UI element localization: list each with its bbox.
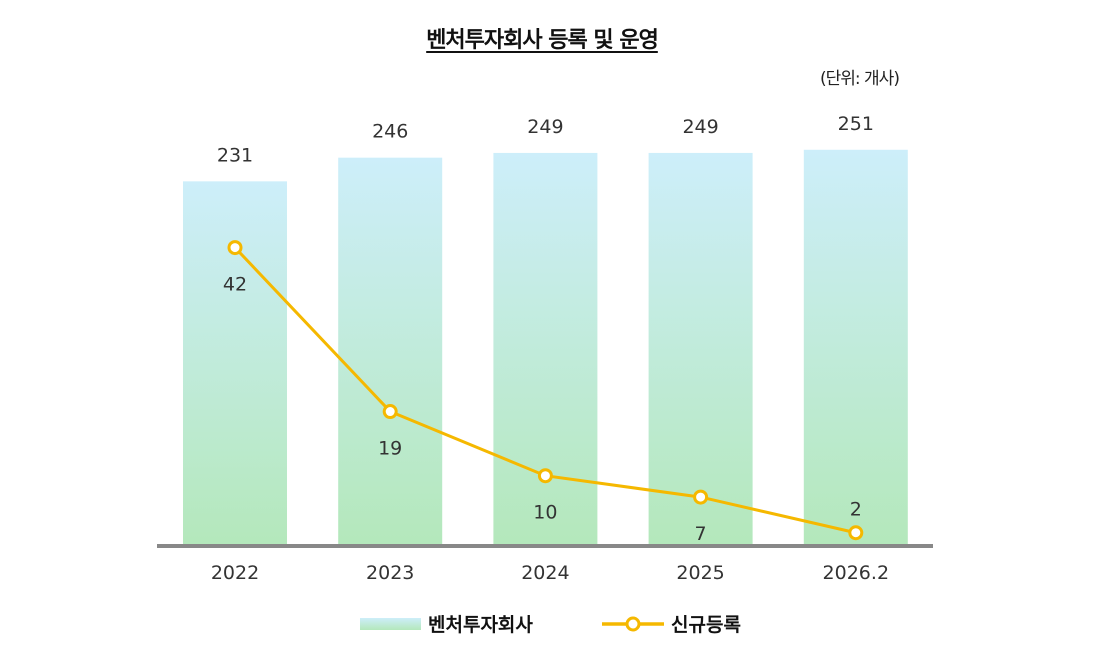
legend-label-line: 신규등록 [671, 614, 741, 636]
line-value-label: 2 [850, 499, 862, 521]
legend-label-bar: 벤처투자회사 [428, 614, 533, 636]
legend: 벤처투자회사 신규등록 [360, 614, 741, 636]
unit-label: (단위: 개사) [820, 69, 900, 89]
bar-value-label: 249 [527, 116, 563, 138]
bar [183, 181, 287, 546]
bar-value-label: 246 [372, 121, 408, 143]
line-point [848, 525, 864, 541]
bar [803, 149, 908, 546]
bar [338, 157, 443, 546]
legend-marker-line [625, 616, 641, 632]
x-tick-label: 2022 [211, 562, 259, 584]
line-value-label: 19 [378, 438, 402, 460]
legend-swatch-bar [360, 618, 421, 630]
bar-value-label: 251 [838, 113, 874, 135]
line-point [693, 489, 709, 505]
line-value-label: 7 [695, 523, 707, 545]
line-value-label: 10 [533, 502, 557, 524]
line-point [227, 240, 243, 256]
chart-title: 벤처투자회사 등록 및 운영 [426, 28, 659, 53]
line-value-label: 42 [223, 274, 247, 296]
line-point [537, 468, 553, 484]
x-tick-label: 2024 [521, 562, 569, 584]
bar [493, 152, 598, 546]
x-tick-label: 2023 [366, 562, 414, 584]
bar-value-label: 249 [682, 116, 718, 138]
x-tick-label: 2026.2 [823, 562, 889, 584]
line-point [382, 404, 398, 420]
bar [648, 152, 753, 546]
bar-value-label: 231 [217, 144, 253, 166]
x-tick-label: 2025 [676, 562, 724, 584]
